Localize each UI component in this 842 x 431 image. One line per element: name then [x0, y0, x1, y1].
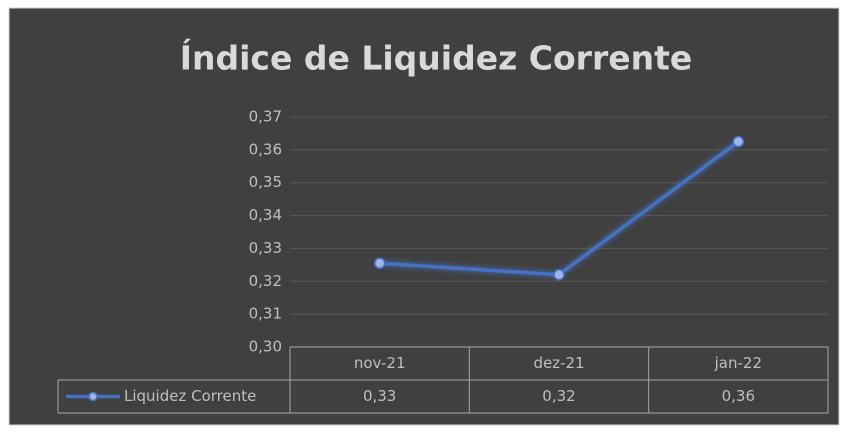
y-tick-label: 0,37 — [249, 108, 282, 126]
legend-marker — [88, 391, 98, 402]
chart-background — [8, 7, 840, 426]
legend-label: Liquidez Corrente — [124, 387, 256, 405]
y-tick-label: 0,33 — [249, 239, 282, 257]
y-tick-label: 0,34 — [249, 206, 282, 224]
x-tick-label: dez-21 — [533, 354, 584, 372]
chart-title: Índice de Liquidez Corrente — [180, 38, 693, 78]
y-tick-label: 0,36 — [249, 140, 282, 158]
y-tick-label: 0,30 — [249, 338, 282, 356]
y-tick-label: 0,32 — [249, 272, 282, 290]
x-tick-label: jan-22 — [714, 354, 762, 372]
data-label: 0,36 — [722, 387, 755, 405]
y-tick-label: 0,35 — [249, 173, 282, 191]
marker — [732, 135, 745, 148]
data-label: 0,33 — [363, 387, 396, 405]
data-label: 0,32 — [542, 387, 575, 405]
marker — [373, 257, 386, 269]
x-tick-label: nov-21 — [354, 354, 406, 372]
y-tick-label: 0,31 — [249, 305, 282, 323]
marker — [553, 268, 565, 281]
